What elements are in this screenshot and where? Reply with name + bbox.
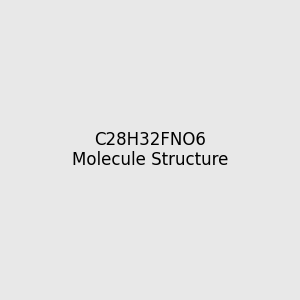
Text: C28H32FNO6
Molecule Structure: C28H32FNO6 Molecule Structure (72, 130, 228, 170)
